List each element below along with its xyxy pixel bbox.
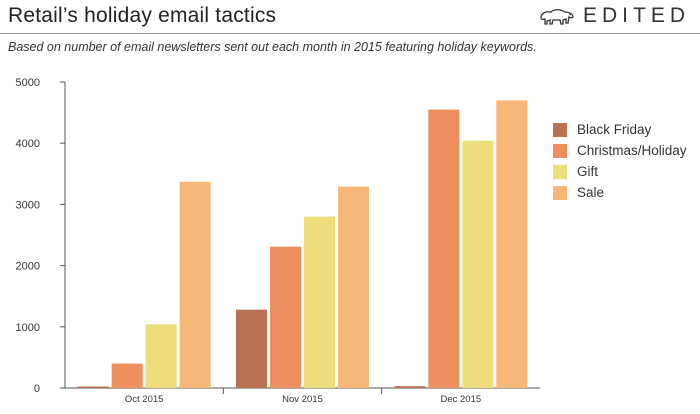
bar [270, 246, 301, 388]
legend-swatch [553, 164, 567, 179]
x-tick-label: Nov 2015 [282, 394, 323, 405]
chart-legend: Black Friday Christmas/Holiday Gift Sale [553, 119, 687, 203]
y-tick-label: 5000 [16, 77, 40, 89]
y-tick-label: 3000 [16, 199, 40, 211]
bar [179, 181, 211, 388]
legend-swatch [553, 122, 567, 137]
x-tick-label: Dec 2015 [440, 394, 481, 405]
bar [394, 386, 426, 388]
bar [77, 386, 109, 388]
legend-swatch [553, 143, 567, 158]
legend-item: Christmas/Holiday [553, 140, 687, 161]
legend-item: Black Friday [553, 119, 687, 140]
legend-item: Gift [553, 161, 687, 182]
legend-label: Black Friday [577, 122, 652, 137]
bar [236, 309, 267, 388]
chart-title: Retail’s holiday email tactics [8, 4, 277, 27]
brand-name: EDITED [582, 4, 690, 27]
legend-label: Sale [577, 185, 605, 200]
legend-swatch [553, 185, 567, 200]
y-tick-label: 0 [34, 383, 40, 395]
bar [145, 324, 177, 388]
bar [111, 363, 143, 388]
bar [304, 216, 335, 388]
y-tick-label: 4000 [16, 138, 40, 150]
bar [496, 100, 528, 389]
y-tick-label: 1000 [16, 322, 40, 334]
brand-logo: EDITED [539, 4, 690, 28]
bar [428, 109, 460, 388]
legend-label: Christmas/Holiday [577, 143, 687, 158]
legend-item: Sale [553, 182, 687, 203]
x-tick-label: Oct 2015 [125, 394, 164, 405]
y-tick-label: 2000 [16, 261, 40, 273]
polar-bear-icon [540, 9, 574, 25]
chart-subtitle: Based on number of email newsletters sen… [8, 40, 537, 54]
bar [462, 140, 494, 388]
legend-label: Gift [577, 164, 599, 179]
bar [338, 186, 369, 388]
header-divider [0, 33, 700, 34]
